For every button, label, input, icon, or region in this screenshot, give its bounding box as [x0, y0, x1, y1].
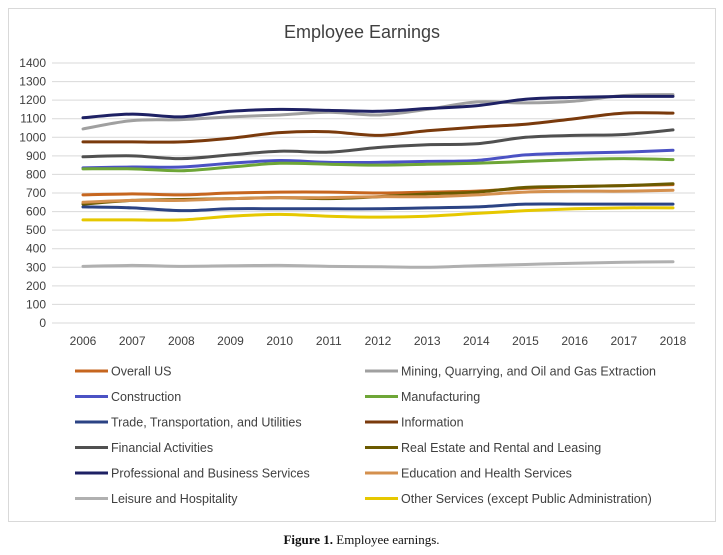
legend-label: Financial Activities [111, 441, 213, 455]
legend-item: Mining, Quarrying, and Oil and Gas Extra… [365, 365, 656, 379]
series-line-other-services-except-public-administration [81, 206, 675, 222]
legend-label: Leisure and Hospitality [111, 492, 238, 506]
legend-item: Construction [75, 390, 181, 404]
y-tick-label: 400 [26, 242, 46, 256]
x-tick-label: 2017 [610, 334, 637, 348]
caption-text: Employee earnings. [336, 532, 440, 547]
legend-item: Leisure and Hospitality [75, 492, 238, 506]
legend-label: Real Estate and Rental and Leasing [401, 441, 601, 455]
x-tick-label: 2006 [70, 334, 97, 348]
series-line-mining-quarrying-and-oil-and-gas-extraction [81, 93, 675, 131]
legend-item: Financial Activities [75, 441, 213, 455]
legend-label: Education and Health Services [401, 467, 572, 481]
legend-label: Information [401, 416, 464, 430]
legend-label: Trade, Transportation, and Utilities [111, 416, 302, 430]
legend-label: Mining, Quarrying, and Oil and Gas Extra… [401, 365, 656, 379]
series-line-education-and-health-services [81, 188, 675, 204]
legend-item: Overall US [75, 365, 171, 379]
y-tick-label: 200 [26, 279, 46, 293]
legend-label: Manufacturing [401, 390, 480, 404]
legend-label: Professional and Business Services [111, 467, 310, 481]
legend-item: Professional and Business Services [75, 467, 310, 481]
x-tick-label: 2011 [316, 334, 342, 348]
x-tick-label: 2012 [365, 334, 392, 348]
y-tick-label: 900 [26, 149, 46, 163]
x-tick-label: 2008 [168, 334, 195, 348]
legend-label: Other Services (except Public Administra… [401, 492, 652, 506]
legend-label: Construction [111, 390, 181, 404]
series-line-financial-activities [81, 128, 675, 161]
line-chart: Employee Earnings 0 100 200 300 400 500 600 700… [19, 22, 695, 506]
chart-title: Employee Earnings [284, 22, 440, 42]
x-tick-label: 2007 [119, 334, 146, 348]
legend-label: Overall US [111, 365, 171, 379]
y-tick-label: 300 [26, 260, 46, 274]
x-tick-label: 2018 [660, 334, 687, 348]
y-tick-label: 600 [26, 205, 46, 219]
y-tick-label: 1400 [19, 56, 46, 70]
legend-item: Other Services (except Public Administra… [365, 492, 652, 506]
legend-item: Real Estate and Rental and Leasing [365, 441, 601, 455]
series-line-trade-transportation-and-utilities [81, 202, 675, 213]
y-tick-label: 1000 [19, 130, 46, 144]
x-tick-label: 2016 [561, 334, 588, 348]
x-tick-label: 2010 [266, 334, 293, 348]
series-line-manufacturing [81, 157, 675, 173]
series-line-information [81, 111, 675, 144]
y-tick-label: 500 [26, 223, 46, 237]
y-tick-label: 1100 [20, 112, 46, 126]
y-tick-label: 100 [26, 297, 46, 311]
caption-label: Figure 1. [283, 532, 334, 547]
y-tick-label: 700 [26, 186, 46, 200]
legend-item: Education and Health Services [365, 467, 572, 481]
series-line-construction [81, 148, 675, 170]
figure-caption: Figure 1. Employee earnings. [0, 532, 723, 548]
legend-item: Information [365, 416, 464, 430]
y-tick-label: 1200 [19, 93, 46, 107]
x-tick-label: 2009 [217, 334, 244, 348]
y-tick-label: 1300 [19, 75, 46, 89]
x-tick-label: 2015 [512, 334, 539, 348]
legend-item: Trade, Transportation, and Utilities [75, 416, 302, 430]
legend-item: Manufacturing [365, 390, 480, 404]
x-tick-label: 2013 [414, 334, 441, 348]
y-tick-label: 800 [26, 167, 46, 181]
chart-frame [8, 8, 716, 522]
y-tick-label: 0 [39, 316, 46, 330]
series-line-leisure-and-hospitality [81, 260, 675, 269]
series-line-professional-and-business-services [81, 94, 675, 120]
x-tick-label: 2014 [463, 334, 490, 348]
